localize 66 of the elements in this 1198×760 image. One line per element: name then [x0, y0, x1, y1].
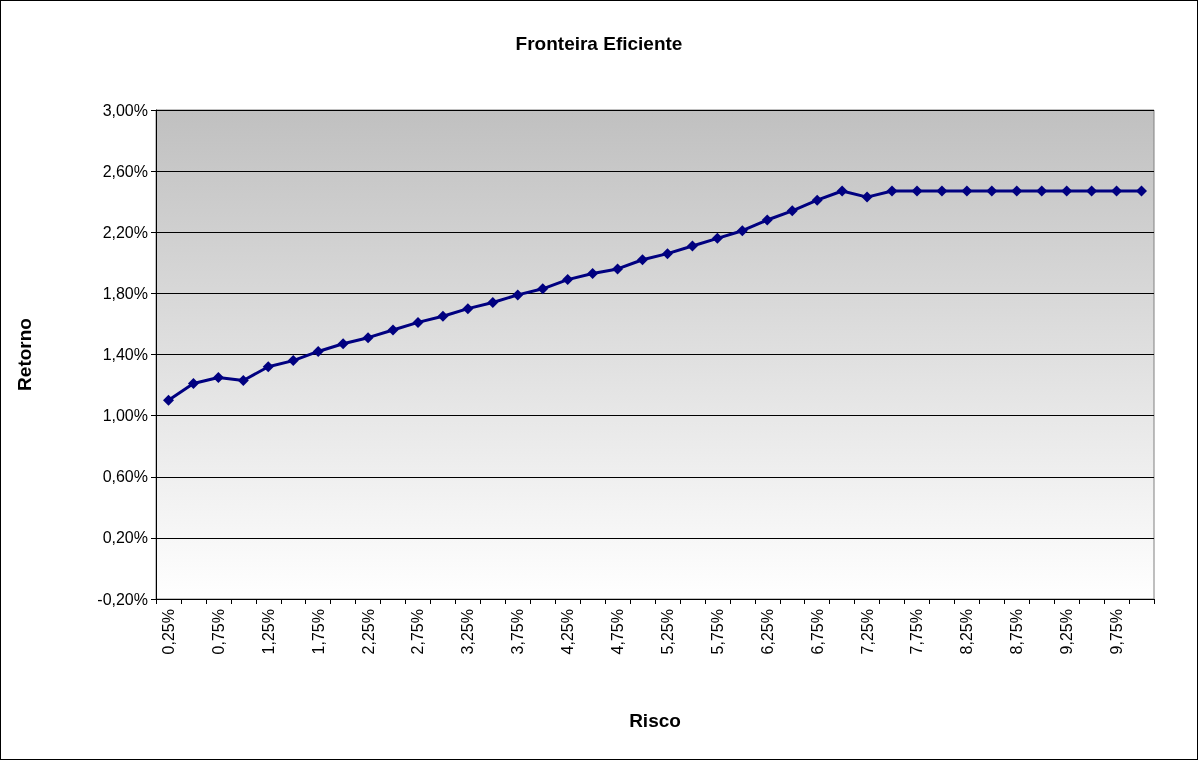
- point: [462, 303, 474, 315]
- point: [711, 232, 723, 244]
- y-tick-label: 0,60%: [102, 468, 148, 486]
- point: [811, 194, 823, 206]
- point: [861, 191, 873, 203]
- x-tick-label: 3,25%: [459, 609, 477, 655]
- y-tick-label: 3,00%: [102, 101, 148, 119]
- point: [836, 185, 848, 197]
- y-tick-label: 1,00%: [102, 407, 148, 425]
- point: [312, 345, 324, 357]
- point: [537, 283, 549, 295]
- x-tick-label: 7,25%: [858, 609, 876, 655]
- point: [686, 240, 698, 252]
- point: [412, 316, 424, 328]
- y-tick-label: 1,80%: [102, 284, 148, 302]
- point: [562, 274, 574, 286]
- x-tick-label: 6,75%: [808, 609, 826, 655]
- point: [637, 254, 649, 266]
- point: [287, 355, 299, 367]
- point: [162, 394, 174, 406]
- point: [736, 225, 748, 237]
- point: [212, 371, 224, 383]
- point: [886, 185, 898, 197]
- point: [512, 289, 524, 301]
- x-tick-label: 7,75%: [908, 609, 926, 655]
- y-tick-label: 2,60%: [102, 162, 148, 180]
- point: [487, 297, 499, 309]
- x-tick-label: 2,25%: [359, 609, 377, 655]
- point: [936, 185, 948, 197]
- point: [437, 310, 449, 322]
- x-tick-label: 2,75%: [409, 609, 427, 655]
- point: [761, 214, 773, 226]
- point: [961, 185, 973, 197]
- x-tick-label: 1,75%: [309, 609, 327, 655]
- x-tick-label: 5,25%: [658, 609, 676, 655]
- x-axis-title: Risco: [629, 710, 681, 731]
- x-tick-label: 5,75%: [708, 609, 726, 655]
- chart-title: Fronteira Eficiente: [515, 33, 683, 54]
- point: [237, 374, 249, 386]
- x-tick-label: 9,75%: [1108, 609, 1126, 655]
- x-tick-label: 9,25%: [1058, 609, 1076, 655]
- x-tick-label: 8,25%: [958, 609, 976, 655]
- x-tick-label: 6,25%: [758, 609, 776, 655]
- point: [1136, 185, 1148, 197]
- y-axis-title: Retorno: [14, 318, 35, 391]
- point: [612, 263, 624, 275]
- point: [187, 378, 199, 390]
- y-tick-label: 1,40%: [102, 346, 148, 363]
- point: [337, 338, 349, 350]
- y-tick-label: 2,20%: [102, 223, 148, 241]
- point: [262, 361, 274, 373]
- point: [786, 205, 798, 217]
- x-tick-label: 0,25%: [159, 609, 177, 655]
- x-tick-label: 4,25%: [559, 609, 577, 655]
- point: [587, 268, 599, 280]
- x-tick-label: 8,75%: [1008, 609, 1026, 655]
- y-tick-label: -0,20%: [97, 590, 148, 608]
- y-tick-label: 0,20%: [102, 529, 148, 547]
- point: [661, 248, 673, 260]
- x-tick-label: 0,75%: [209, 609, 227, 655]
- x-tick-label: 4,75%: [609, 609, 627, 655]
- x-tick-label: 1,25%: [259, 609, 277, 655]
- x-tick-label: 3,75%: [509, 609, 527, 655]
- point: [362, 332, 374, 344]
- point: [911, 185, 923, 197]
- point: [387, 324, 399, 336]
